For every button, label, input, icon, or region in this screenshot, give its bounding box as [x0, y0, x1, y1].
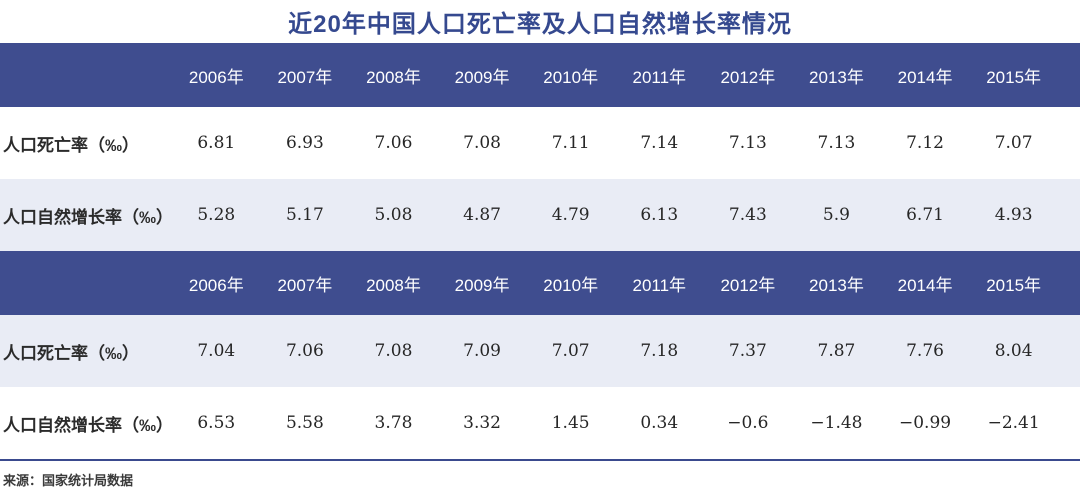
value-cell: 7.12 — [906, 133, 944, 153]
value-cell: 1.45 — [551, 413, 590, 433]
value-cell: 6.81 — [197, 133, 236, 153]
year-header-cell: 2009年 — [454, 275, 510, 295]
value-cell: −1.48 — [810, 413, 863, 433]
value-cell: 6.93 — [285, 133, 324, 153]
value-cell: 7.08 — [374, 341, 413, 361]
value-cell: 6.71 — [906, 205, 944, 225]
year-header-row: 2006年 2007年 2008年 2009年 2010年 2011年 2012年 2013年… — [0, 43, 1080, 107]
year-header-cell: 2014年 — [897, 67, 953, 87]
value-cell: 7.13 — [817, 133, 856, 153]
year-header-cell: 2010年 — [543, 275, 599, 295]
year-header-cell: 2012年 — [720, 67, 776, 87]
value-cell: −0.6 — [727, 413, 769, 433]
year-header-cell: 2013年 — [809, 67, 864, 87]
page-title: 近20年中国人口死亡率及人口自然增长率情况 — [288, 11, 792, 38]
value-cell: 7.37 — [728, 341, 767, 361]
source-note: 来源：国家统计局数据 — [0, 459, 1080, 499]
value-cell: 8.04 — [994, 341, 1033, 361]
value-cell: 7.06 — [285, 341, 324, 361]
value-cell: 7.04 — [197, 341, 236, 361]
value-cell: −0.99 — [898, 413, 952, 433]
value-cell: 7.13 — [728, 133, 767, 153]
year-header-cell: 2009年 — [454, 67, 510, 87]
value-cell: 7.09 — [463, 341, 501, 361]
value-cell: 7.07 — [994, 133, 1033, 153]
year-header-cell: 2007年 — [277, 67, 333, 87]
year-header-cell: 2011年 — [632, 67, 687, 87]
table-row: 人口自然增长率（‰） 6.53 5.58 3.78 3.32 1.45 0.34 −0.6 −1… — [0, 387, 1080, 459]
value-cell: 7.07 — [551, 341, 590, 361]
year-header-cell: 2015年 — [986, 67, 1042, 87]
value-cell: 4.87 — [463, 205, 501, 225]
row-label: 人口死亡率（‰） — [3, 135, 139, 155]
value-cell: 7.43 — [728, 205, 767, 225]
value-cell: 5.08 — [374, 205, 413, 225]
row-label: 人口死亡率（‰） — [3, 343, 139, 363]
value-cell: 6.53 — [197, 413, 236, 433]
value-cell: 5.58 — [285, 413, 324, 433]
table-row: 人口死亡率（‰） 6.81 6.93 7.06 7.08 7.11 7.14 7.13 7.13… — [0, 107, 1080, 179]
year-header-cell: 2008年 — [366, 67, 421, 87]
value-cell: 7.11 — [551, 133, 590, 153]
year-header-cell: 2008年 — [366, 275, 421, 295]
year-header-row: 2006年 2007年 2008年 2009年 2010年 2011年 2012年 2013年… — [0, 251, 1080, 315]
year-header-cell: 2014年 — [897, 275, 953, 295]
rate-table-1: 2006年 2007年 2008年 2009年 2010年 2011年 2012年 2013年… — [0, 43, 1080, 251]
value-cell: 7.76 — [906, 341, 944, 361]
year-header-cell: 2011年 — [632, 275, 687, 295]
year-header-cell: 2013年 — [809, 275, 864, 295]
value-cell: 5.9 — [822, 205, 850, 225]
year-header-cell: 2015年 — [986, 275, 1042, 295]
row-label: 人口自然增长率（‰） — [3, 207, 173, 227]
value-cell: 3.32 — [463, 413, 501, 433]
year-header-cell: 2006年 — [188, 275, 244, 295]
value-cell: 4.93 — [994, 205, 1033, 225]
year-header-cell: 2006年 — [188, 67, 244, 87]
year-header-cell: 2010年 — [543, 67, 599, 87]
value-cell: 5.28 — [197, 205, 236, 225]
table-row: 人口自然增长率（‰） 5.28 5.17 5.08 4.87 4.79 6.13 7.43 5.… — [0, 179, 1080, 251]
value-cell: 4.79 — [551, 205, 590, 225]
rate-table-2: 2006年 2007年 2008年 2009年 2010年 2011年 2012年 2013年… — [0, 251, 1080, 459]
year-header-cell: 2007年 — [277, 275, 333, 295]
value-cell: −2.41 — [987, 413, 1040, 433]
value-cell: 0.34 — [640, 413, 679, 433]
value-cell: 7.18 — [640, 341, 679, 361]
value-cell: 7.06 — [374, 133, 413, 153]
value-cell: 7.87 — [817, 341, 856, 361]
value-cell: 7.14 — [640, 133, 679, 153]
year-header-cell: 2012年 — [720, 275, 776, 295]
value-cell: 7.08 — [463, 133, 501, 153]
table-row: 人口死亡率（‰） 7.04 7.06 7.08 7.09 7.07 7.18 7.37 7.87… — [0, 315, 1080, 387]
row-label: 人口自然增长率（‰） — [3, 415, 173, 435]
value-cell: 5.17 — [285, 205, 324, 225]
value-cell: 6.13 — [640, 205, 679, 225]
value-cell: 3.78 — [374, 413, 413, 433]
